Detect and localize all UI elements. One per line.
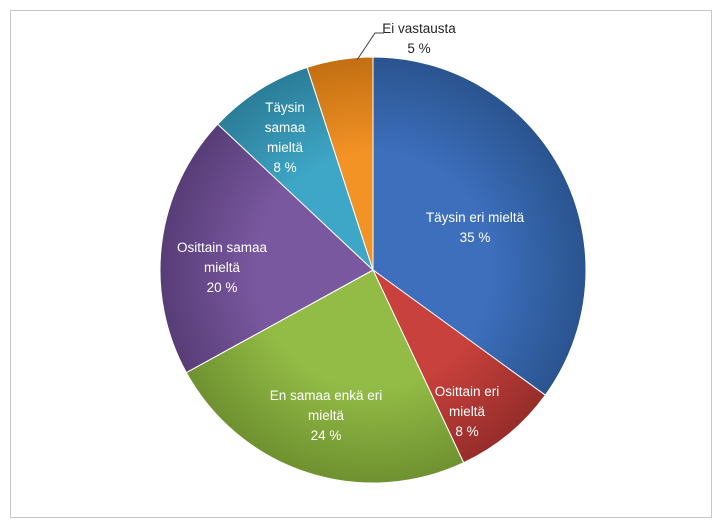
slice-name-label: Ei vastausta [382, 21, 456, 36]
slice-label-3: Osittain samaa mieltä 20 % [177, 240, 268, 295]
slice-name-label: mieltä [267, 140, 304, 155]
slice-name-label: Osittain samaa [177, 240, 268, 255]
slice-labels: Täysin eri mieltä 35 % Osittain eri mieltä 8… [177, 21, 525, 443]
leader-line-ei-vastausta [356, 32, 384, 61]
pie-slices [159, 56, 587, 484]
slice-value-label: 35 % [460, 230, 491, 245]
pie-slice-0 [372, 56, 587, 396]
slice-value-label: 8 % [455, 424, 478, 439]
slice-value-label: 24 % [311, 428, 342, 443]
slice-name-label: Täysin [265, 100, 305, 115]
slice-name-label: En samaa enkä eri [270, 388, 383, 403]
pie-slice-4 [217, 66, 374, 271]
slice-name-label: mieltä [308, 408, 345, 423]
pie-slice-5 [306, 56, 374, 271]
slice-name-label: Osittain eri [435, 384, 500, 399]
pie-slice-2 [185, 269, 465, 484]
slice-label-1: Osittain eri mieltä 8 % [435, 384, 500, 439]
slice-label-5: Ei vastausta 5 % [382, 21, 456, 56]
slice-label-0: Täysin eri mieltä 35 % [426, 210, 525, 245]
slice-value-label: 8 % [273, 160, 296, 175]
slice-name-label: samaa [265, 120, 306, 135]
slice-name-label: mieltä [204, 260, 241, 275]
slice-name-label: mieltä [449, 404, 486, 419]
slice-value-label: 5 % [407, 41, 430, 56]
slice-label-2: En samaa enkä eri mieltä 24 % [270, 388, 383, 443]
slice-name-label: Täysin eri mieltä [426, 210, 525, 225]
slice-value-label: 20 % [207, 280, 238, 295]
pie-slice-3 [159, 123, 374, 374]
slice-label-4: Täysin samaa mieltä 8 % [265, 100, 306, 175]
pie-slice-1 [372, 269, 547, 464]
leader-lines [356, 32, 384, 61]
